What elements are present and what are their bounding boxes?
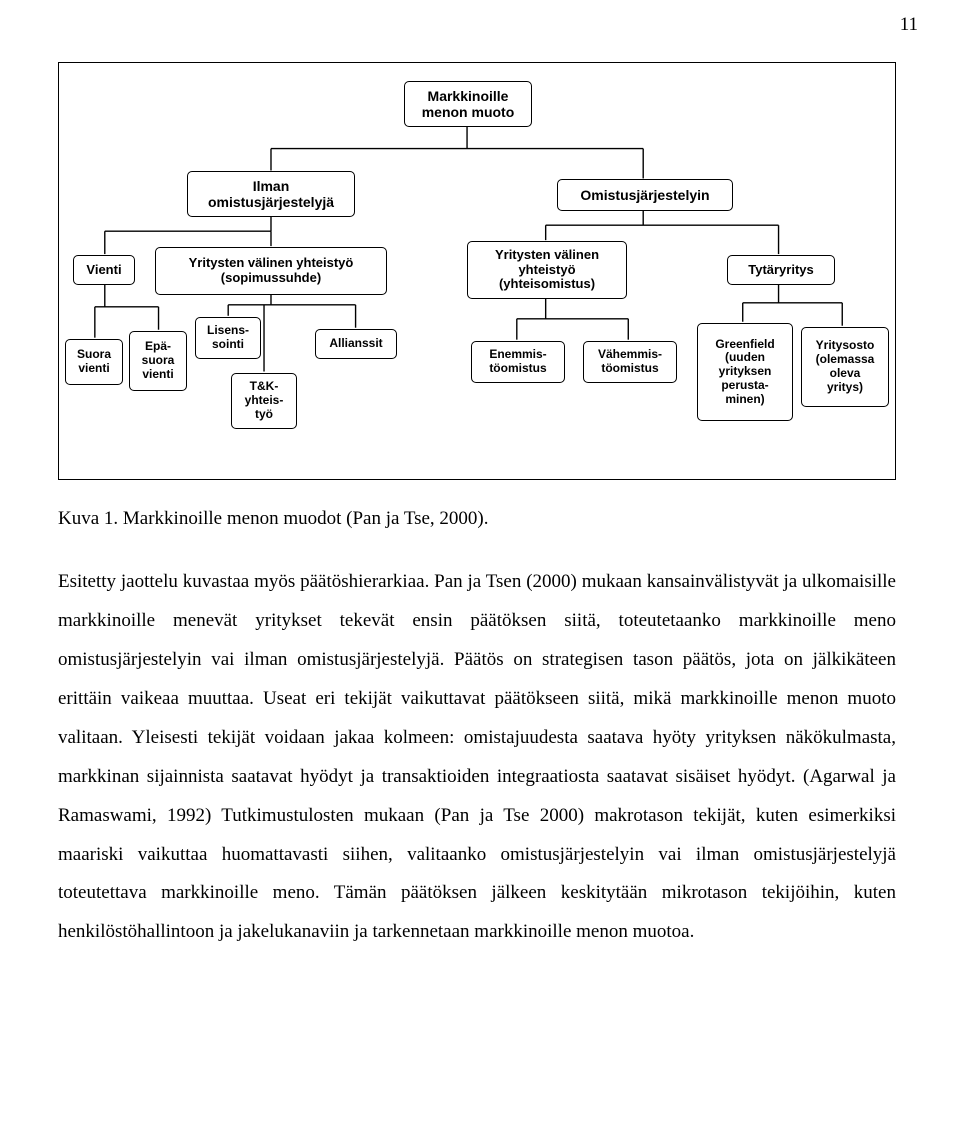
tree-node: Vähemmis-töomistus — [583, 341, 677, 383]
diagram-tree: Markkinoillemenon muoto Ilmanomistusjärje… — [59, 63, 895, 479]
figure-caption: Kuva 1. Markkinoille menon muodot (Pan j… — [58, 500, 896, 539]
tree-node: Markkinoillemenon muoto — [404, 81, 532, 127]
tree-node: Yritysten välinen yhteistyö(sopimussuhde… — [155, 247, 387, 295]
tree-node: Epä-suoravienti — [129, 331, 187, 391]
tree-node: Yritysosto(olemassaolevayritys) — [801, 327, 889, 407]
tree-node: Enemmis-töomistus — [471, 341, 565, 383]
tree-node: Omistusjärjestelyin — [557, 179, 733, 211]
tree-node: Greenfield(uudenyrityksenperusta-minen) — [697, 323, 793, 421]
page-number: 11 — [900, 14, 918, 36]
tree-node: Lisens-sointi — [195, 317, 261, 359]
tree-node: Yritysten välinenyhteistyö(yhteisomistus… — [467, 241, 627, 299]
tree-node: Ilmanomistusjärjestelyjä — [187, 171, 355, 217]
tree-node: Allianssit — [315, 329, 397, 359]
body-text: Kuva 1. Markkinoille menon muodot (Pan j… — [58, 500, 896, 976]
tree-node: Vienti — [73, 255, 135, 285]
paragraph-1: Esitetty jaottelu kuvastaa myös päätöshi… — [58, 563, 896, 952]
document-page: 11 Markkinoillemenon muoto Ilmanomistusjä… — [0, 0, 960, 1140]
tree-node: T&K-yhteis-työ — [231, 373, 297, 429]
tree-node: Suoravienti — [65, 339, 123, 385]
tree-node: Tytäryritys — [727, 255, 835, 285]
diagram-frame: Markkinoillemenon muoto Ilmanomistusjärje… — [58, 62, 896, 480]
